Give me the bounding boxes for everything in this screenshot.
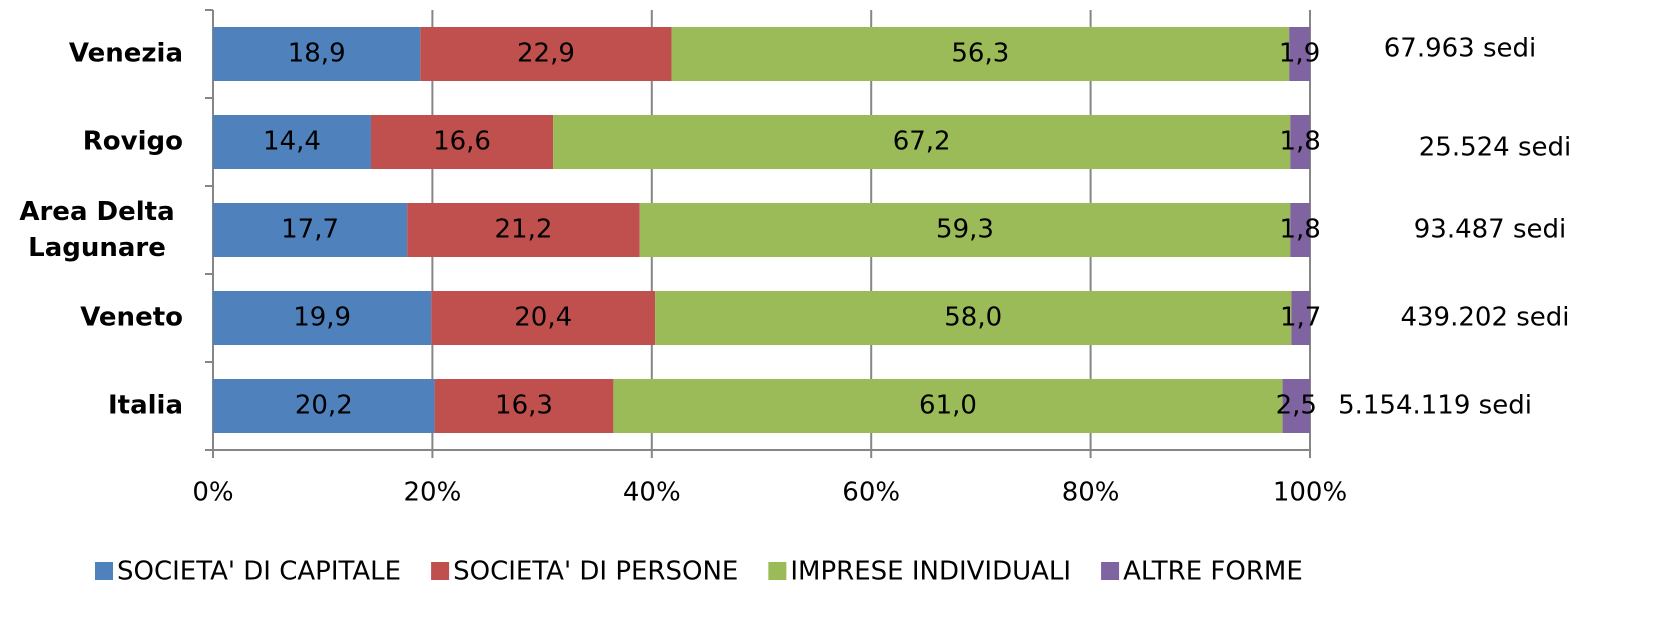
value-label: 1,9 — [1279, 39, 1320, 69]
value-label: 22,9 — [517, 39, 575, 69]
y-tick-label: Venezia — [69, 39, 183, 69]
value-label: 67,2 — [893, 127, 951, 157]
legend-swatch — [431, 562, 450, 580]
bar-segment — [1290, 115, 1310, 169]
value-label: 16,6 — [433, 127, 491, 157]
bar-segment — [420, 27, 672, 81]
value-label: 14,4 — [263, 127, 321, 157]
bar-segment — [213, 203, 408, 257]
bar-segment — [655, 291, 1292, 345]
legend-swatch — [768, 562, 787, 580]
value-label: 58,0 — [944, 303, 1002, 333]
legend-label: SOCIETA' DI PERSONE — [453, 557, 738, 587]
value-label: 1,8 — [1279, 215, 1320, 245]
value-label: 2,5 — [1276, 391, 1317, 421]
value-label: 16,3 — [495, 391, 553, 421]
value-label: 20,4 — [514, 303, 572, 333]
bar-segment — [1289, 27, 1310, 81]
y-tick-label: Veneto — [80, 303, 183, 333]
value-label: 1,8 — [1279, 127, 1320, 157]
x-tick-label: 60% — [842, 478, 900, 508]
annotation: 67.963 sedi — [1384, 34, 1537, 64]
x-tick-label: 80% — [1062, 478, 1120, 508]
y-tick-label: Italia — [108, 391, 183, 421]
x-tick-label: 40% — [623, 478, 681, 508]
bar-segment — [671, 27, 1290, 81]
bar-segment — [370, 115, 554, 169]
bar-segment — [1291, 291, 1310, 345]
bar-segment — [434, 379, 614, 433]
value-label: 1,7 — [1280, 303, 1321, 333]
value-label: 19,9 — [293, 303, 351, 333]
bar-segment — [407, 203, 640, 257]
x-tick-label: 20% — [404, 478, 462, 508]
annotation: 25.524 sedi — [1419, 133, 1572, 163]
bar-segment — [639, 203, 1291, 257]
bar-segment — [213, 379, 435, 433]
bar-segment — [213, 291, 432, 345]
x-tick-label: 100% — [1273, 478, 1347, 508]
value-label: 20,2 — [295, 391, 353, 421]
bar-segment — [1282, 379, 1310, 433]
legend-label: SOCIETA' DI CAPITALE — [117, 557, 401, 587]
value-label: 18,9 — [288, 39, 346, 69]
y-tick-label: Rovigo — [83, 127, 183, 157]
bar-segment — [553, 115, 1291, 169]
bar-segment — [613, 379, 1283, 433]
value-label: 17,7 — [281, 215, 339, 245]
value-label: 59,3 — [936, 215, 994, 245]
legend-label: IMPRESE INDIVIDUALI — [790, 557, 1071, 587]
value-label: 61,0 — [919, 391, 977, 421]
value-label: 21,2 — [495, 215, 553, 245]
bar-segment — [213, 115, 371, 169]
annotation: 439.202 sedi — [1400, 303, 1569, 333]
legend-swatch — [95, 562, 113, 580]
annotation: 93.487 sedi — [1414, 215, 1567, 245]
bar-segment — [213, 27, 421, 81]
legend-swatch — [1101, 562, 1120, 580]
y-tick-label: Area Delta Lagunare — [19, 197, 174, 263]
annotation: 5.154.119 sedi — [1338, 391, 1532, 421]
value-label: 56,3 — [951, 39, 1009, 69]
legend-label: ALTRE FORME — [1123, 557, 1303, 587]
bar-segment — [1290, 203, 1310, 257]
bar-segment — [431, 291, 656, 345]
x-tick-label: 0% — [192, 478, 233, 508]
